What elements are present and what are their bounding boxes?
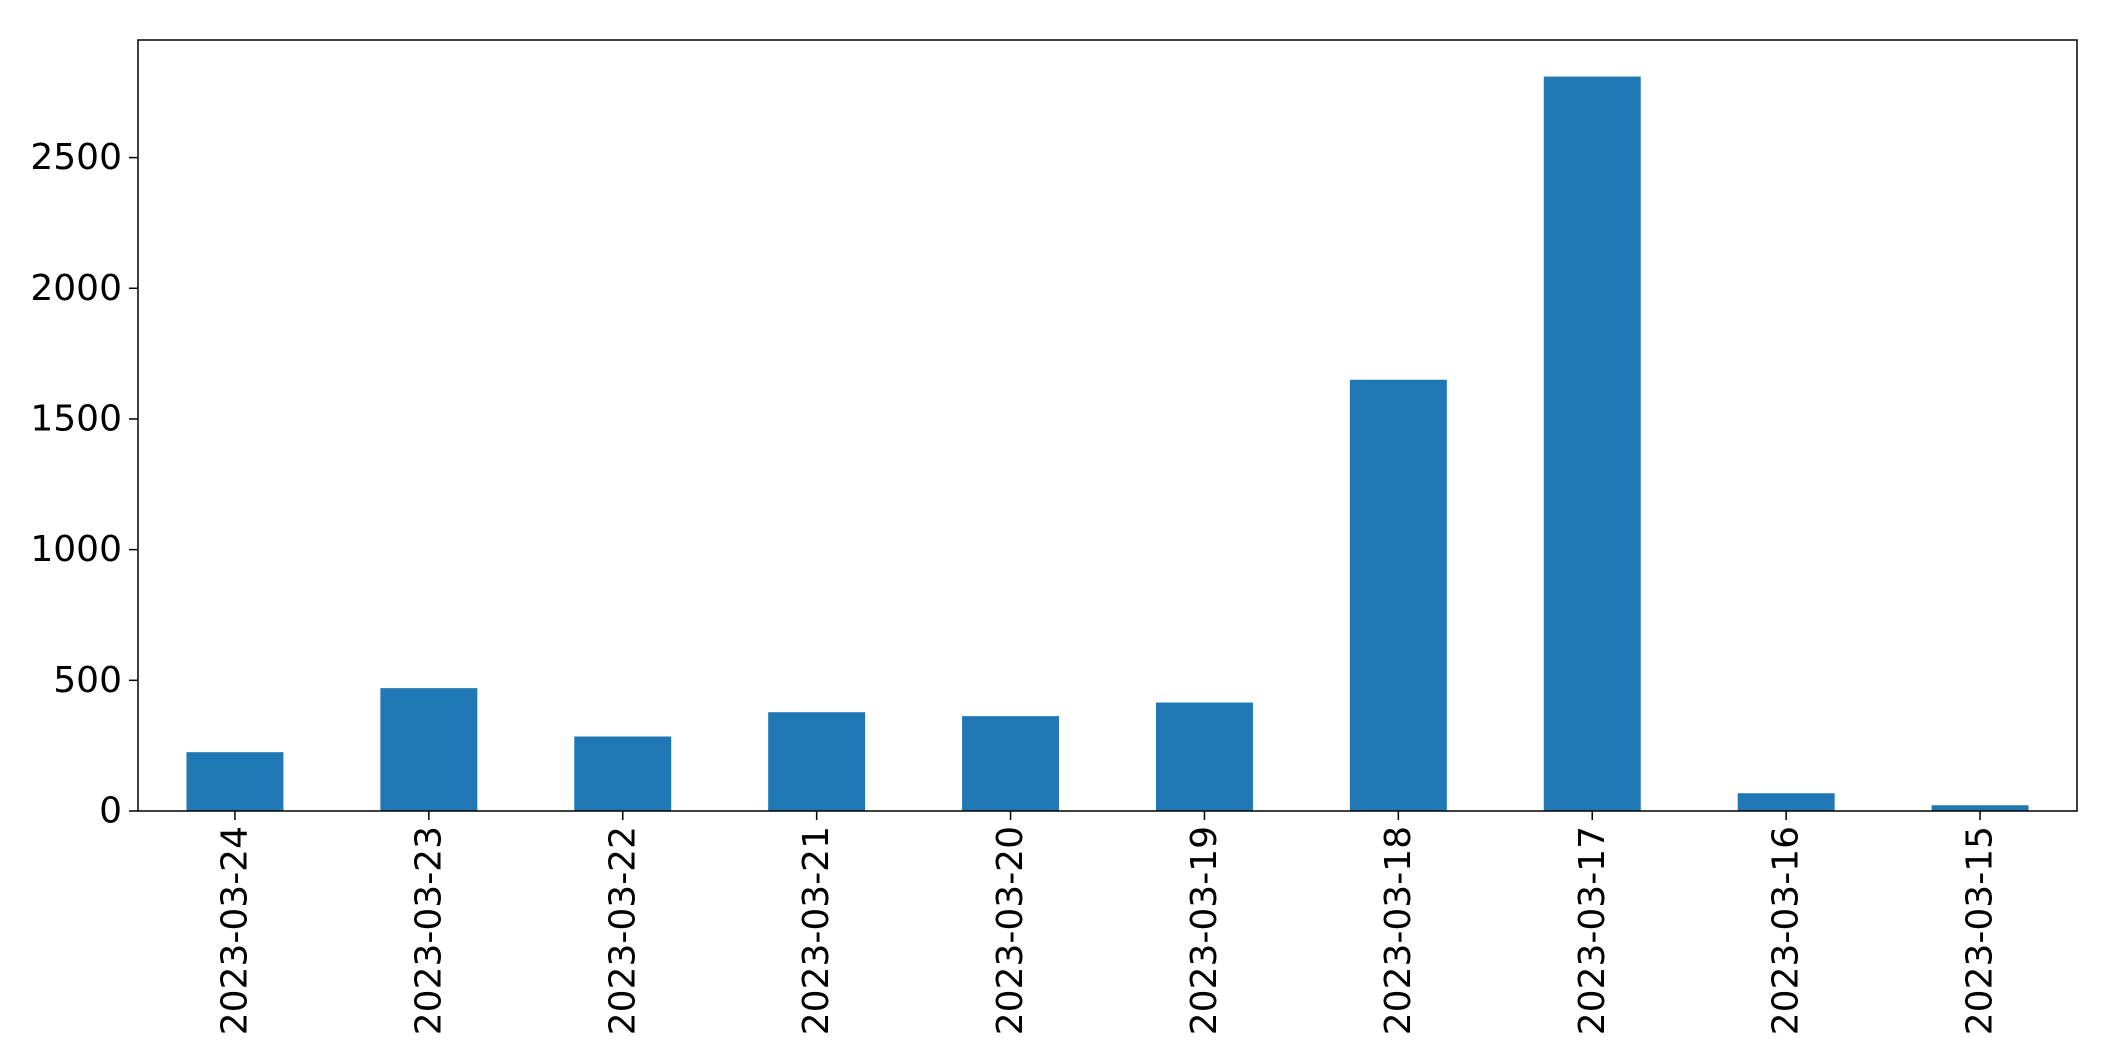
bar-2023-03-15: [1931, 805, 2029, 811]
y-tick-label: 0: [99, 791, 122, 832]
bar-2023-03-19: [1155, 702, 1253, 811]
x-tick-label: 2023-03-20: [990, 826, 1031, 1035]
x-tick-label: 2023-03-15: [1960, 826, 2001, 1035]
x-tick-label: 2023-03-18: [1378, 826, 1419, 1035]
x-tick-label: 2023-03-16: [1766, 826, 1807, 1035]
y-tick-label: 1500: [30, 398, 122, 439]
bar-2023-03-18: [1349, 379, 1447, 811]
x-tick-label: 2023-03-22: [602, 826, 643, 1035]
x-tick-label: 2023-03-17: [1572, 826, 1613, 1035]
bar-2023-03-23: [380, 688, 478, 811]
bar-2023-03-24: [186, 752, 284, 811]
bar-2023-03-20: [962, 716, 1060, 811]
bar-2023-03-22: [574, 736, 672, 811]
bar-2023-03-21: [768, 712, 866, 811]
y-tick-label: 2500: [30, 137, 122, 178]
x-tick-label: 2023-03-21: [796, 826, 837, 1035]
x-axis: 2023-03-24 2023-03-23 2023-03-22 2023-03-21…: [214, 811, 2001, 1035]
bar-2023-03-17: [1543, 76, 1641, 812]
x-tick-label: 2023-03-23: [408, 826, 449, 1035]
x-tick-label: 2023-03-19: [1184, 826, 1225, 1035]
x-tick-label: 2023-03-24: [214, 826, 255, 1035]
bars-layer: [186, 76, 2029, 812]
bar-2023-03-16: [1737, 793, 1835, 811]
plot-area-frame: [137, 39, 2078, 812]
y-tick-label: 2000: [30, 268, 122, 309]
y-tick-label: 1000: [30, 529, 122, 570]
y-tick-label: 500: [53, 660, 122, 701]
y-axis: 0 500 1000 1500 2000 2500: [30, 137, 138, 832]
